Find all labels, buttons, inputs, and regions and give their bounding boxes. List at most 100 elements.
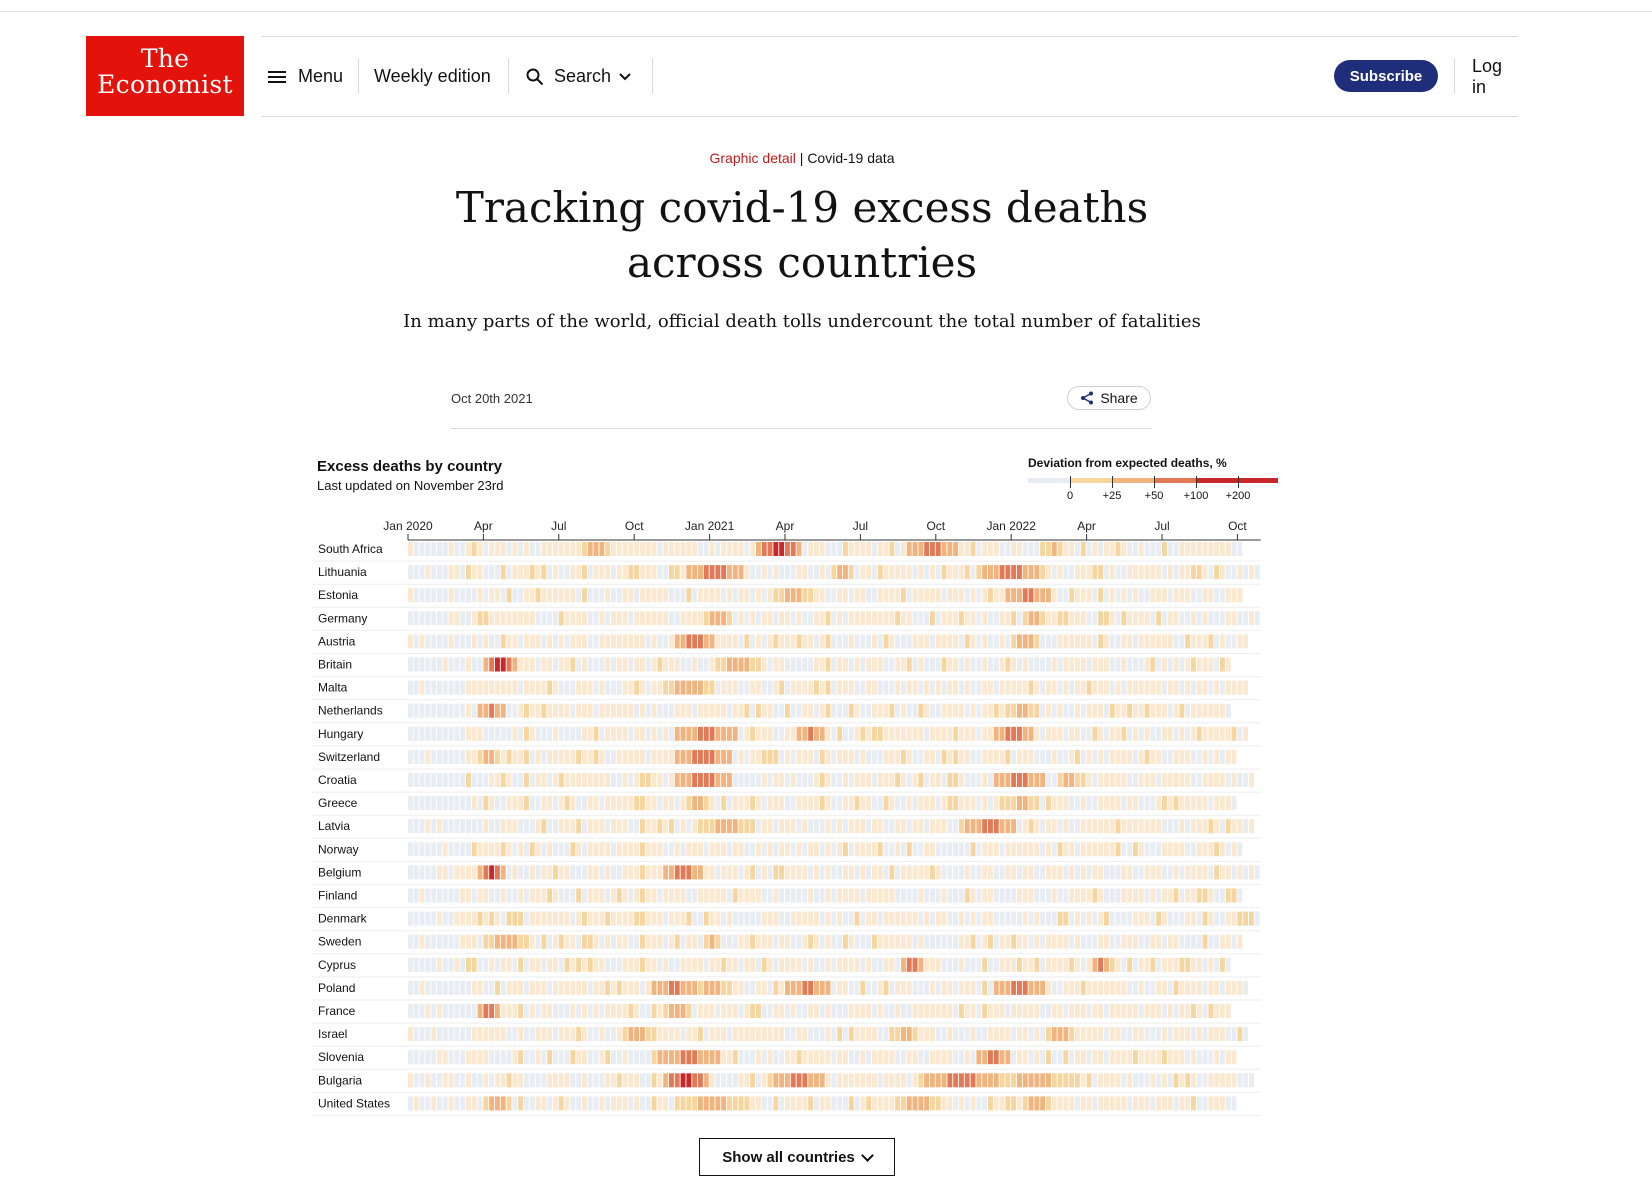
heatmap-cell xyxy=(785,1050,790,1065)
heatmap-cell xyxy=(999,542,1005,556)
heatmap-cell xyxy=(831,911,837,926)
heatmap-cell xyxy=(709,1096,715,1111)
heatmap-cell xyxy=(651,611,657,626)
heatmap-cell xyxy=(1051,911,1057,926)
subscribe-button[interactable]: Subscribe xyxy=(1334,60,1438,92)
heatmap-cell xyxy=(744,1027,750,1042)
heatmap-cell xyxy=(1138,1073,1144,1088)
heatmap-cell xyxy=(999,749,1005,764)
heatmap-cell xyxy=(686,888,692,903)
heatmap-cell xyxy=(1231,773,1237,787)
heatmap-cell xyxy=(605,703,611,718)
heatmap-cell xyxy=(489,749,495,764)
heatmap-cell xyxy=(999,1073,1005,1088)
heatmap-cell xyxy=(1144,703,1150,718)
heatmap-cell xyxy=(431,1073,437,1088)
heatmap-cell xyxy=(506,749,512,764)
heatmap-cell xyxy=(448,749,454,764)
heatmap-cell xyxy=(947,657,953,672)
heatmap-cell xyxy=(872,819,877,834)
heatmap-cell xyxy=(640,657,645,672)
heatmap-cell xyxy=(785,657,790,672)
heatmap-cell xyxy=(500,796,506,811)
heatmap-cell xyxy=(1162,796,1167,811)
heatmap-cell xyxy=(819,842,825,857)
heatmap-cell xyxy=(518,703,524,718)
economist-logo[interactable]: The Economist xyxy=(86,36,244,116)
show-all-countries-button[interactable]: Show all countries xyxy=(699,1138,895,1176)
heatmap-cell xyxy=(1127,911,1133,926)
heatmap-cell xyxy=(854,934,860,949)
heatmap-cell xyxy=(611,611,616,626)
heatmap-cell xyxy=(779,796,785,811)
heatmap-cell xyxy=(645,542,651,556)
heatmap-cell xyxy=(860,1050,866,1065)
heatmap-cell xyxy=(912,888,918,903)
heatmap-cell xyxy=(506,726,512,741)
heatmap-cell xyxy=(1225,1027,1231,1042)
heatmap-cell xyxy=(680,796,686,811)
menu-button[interactable]: Menu xyxy=(268,37,343,116)
heatmap-cell xyxy=(953,749,959,764)
search-button[interactable]: Search xyxy=(526,37,631,116)
heatmap-cell xyxy=(611,1027,616,1042)
heatmap-cell xyxy=(1156,773,1162,787)
heatmap-cell xyxy=(1173,1004,1179,1018)
heatmap-cell xyxy=(413,703,419,718)
heatmap-cell xyxy=(709,726,715,741)
heatmap-cell xyxy=(837,1096,843,1111)
heatmap-cell xyxy=(889,1073,895,1088)
heatmap-cell xyxy=(732,634,738,649)
share-button[interactable]: Share xyxy=(1067,386,1151,410)
heatmap-cell xyxy=(779,726,785,741)
heatmap-cell xyxy=(703,773,709,787)
heatmap-cell xyxy=(883,680,889,695)
heatmap-cell xyxy=(1057,542,1063,556)
login-link[interactable]: Log in xyxy=(1472,55,1503,97)
heatmap-cell xyxy=(1214,565,1220,580)
heatmap-cell xyxy=(744,1096,750,1111)
heatmap-cell xyxy=(518,1004,524,1018)
heatmap-cell xyxy=(657,726,663,741)
heatmap-cell xyxy=(651,842,657,857)
heatmap-cell xyxy=(506,1027,512,1042)
heatmap-cell xyxy=(953,934,959,949)
heatmap-cell xyxy=(413,888,419,903)
heatmap-cell xyxy=(1144,934,1150,949)
heatmap-cell xyxy=(616,749,622,764)
heatmap-cell xyxy=(843,588,848,603)
heatmap-cell xyxy=(912,611,918,626)
heatmap-cell xyxy=(883,1096,889,1111)
heatmap-cell xyxy=(1173,680,1179,695)
heatmap-cell xyxy=(506,657,512,672)
heatmap-cell xyxy=(727,542,732,556)
heatmap-cell xyxy=(408,957,413,972)
heatmap-cell xyxy=(477,934,483,949)
heatmap-cell xyxy=(1150,888,1156,903)
heatmap-cell xyxy=(1080,934,1086,949)
heatmap-cell xyxy=(831,1073,837,1088)
weekly-edition-link[interactable]: Weekly edition xyxy=(374,66,491,86)
heatmap-cell xyxy=(709,957,715,972)
heatmap-cell xyxy=(808,588,814,603)
heatmap-cell xyxy=(1162,611,1167,626)
heatmap-cell xyxy=(512,657,518,672)
heatmap-cell xyxy=(448,796,454,811)
heatmap-cell xyxy=(640,565,645,580)
heatmap-cell xyxy=(1034,819,1040,834)
heatmap-cell xyxy=(947,588,953,603)
heatmap-cell xyxy=(796,1004,802,1018)
heatmap-cell xyxy=(524,888,529,903)
heatmap-cell xyxy=(663,703,669,718)
heatmap-cell xyxy=(1075,911,1080,926)
section-link[interactable]: Graphic detail xyxy=(709,150,796,166)
heatmap-cell xyxy=(1046,819,1051,834)
heatmap-cell xyxy=(924,1096,930,1111)
heatmap-cell xyxy=(419,634,425,649)
heatmap-cell xyxy=(872,957,877,972)
heatmap-cell xyxy=(901,1073,906,1088)
heatmap-cell xyxy=(1150,934,1156,949)
heatmap-cell xyxy=(1022,657,1028,672)
heatmap-cell xyxy=(628,634,634,649)
heatmap-cell xyxy=(860,1073,866,1088)
